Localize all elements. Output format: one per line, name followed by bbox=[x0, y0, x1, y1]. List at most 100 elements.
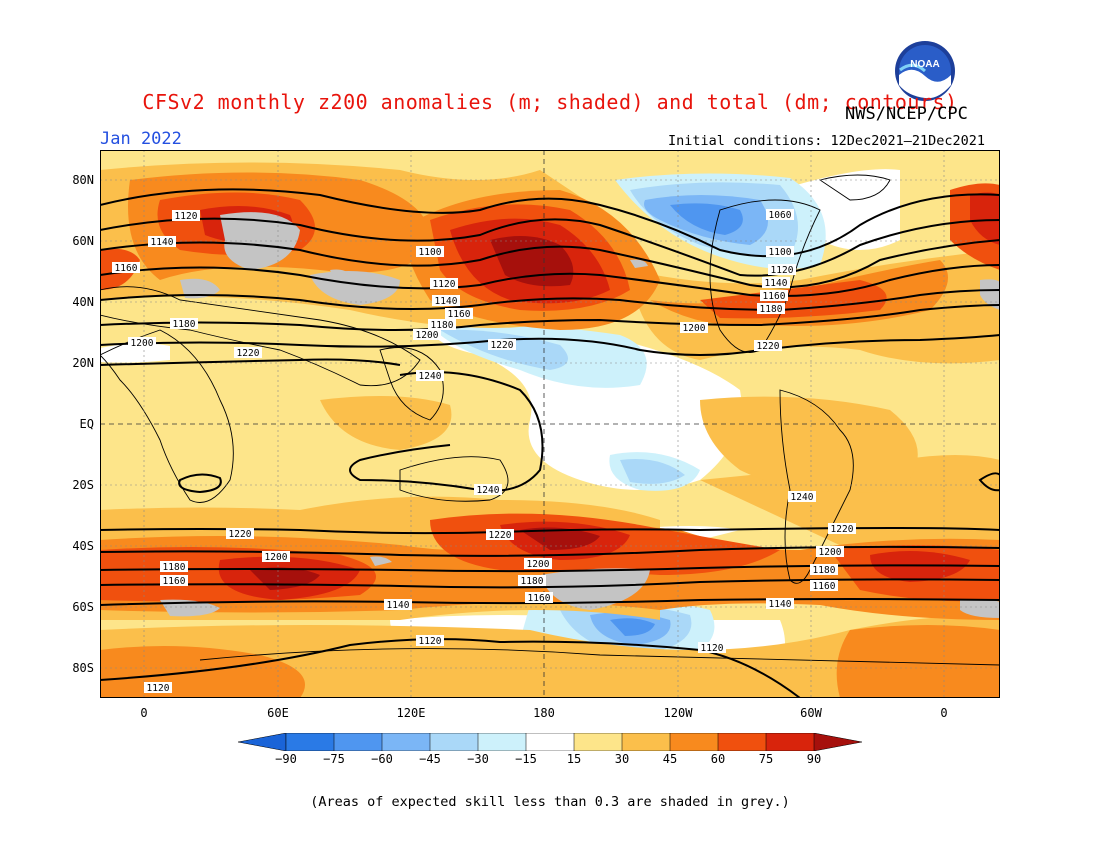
colorbar-swatch bbox=[285, 732, 335, 752]
svg-text:1180: 1180 bbox=[760, 304, 783, 315]
contour-label-1060: 1060 bbox=[766, 209, 794, 221]
svg-text:1180: 1180 bbox=[813, 565, 836, 576]
colorbar-swatch bbox=[429, 732, 479, 752]
colorbar-tick-label: −60 bbox=[371, 752, 393, 766]
colorbar-swatch bbox=[813, 732, 863, 752]
svg-text:1220: 1220 bbox=[229, 529, 252, 540]
svg-text:1120: 1120 bbox=[701, 643, 724, 654]
contour-label-1160-b: 1160 bbox=[445, 308, 473, 320]
colorbar-swatch bbox=[381, 732, 431, 752]
contour-label-1200-c: 1200 bbox=[680, 322, 708, 334]
contour-label-1140-a: 1140 bbox=[148, 236, 176, 248]
colorbar-tick-label: −30 bbox=[467, 752, 489, 766]
graticule bbox=[100, 150, 1000, 698]
contour-label-1140-c: 1140 bbox=[762, 277, 790, 289]
svg-text:1140: 1140 bbox=[765, 278, 788, 289]
contour-label-1240-b: 1240 bbox=[474, 484, 502, 496]
colorbar-tick-label: 30 bbox=[614, 752, 630, 766]
contour-label-1140-b: 1140 bbox=[432, 295, 460, 307]
colorbar-tick-label: −45 bbox=[419, 752, 441, 766]
svg-text:NOAA: NOAA bbox=[910, 59, 939, 70]
contour-label-1120-b: 1120 bbox=[430, 278, 458, 290]
contour-label-1180-a: 1180 bbox=[170, 318, 198, 330]
svg-text:1060: 1060 bbox=[769, 210, 792, 221]
svg-text:1120: 1120 bbox=[771, 265, 794, 276]
contour-label-1120-e: 1120 bbox=[144, 682, 172, 694]
contour-label-1160-a: 1160 bbox=[112, 262, 140, 274]
svg-text:1220: 1220 bbox=[489, 530, 512, 541]
svg-text:1140: 1140 bbox=[435, 296, 458, 307]
lat-label-20n: 20N bbox=[72, 356, 94, 370]
contour-label-1160-e: 1160 bbox=[525, 592, 553, 604]
svg-text:1160: 1160 bbox=[163, 576, 186, 587]
contour-label-1180-b: 1180 bbox=[428, 319, 456, 331]
colorbar-swatch bbox=[333, 732, 383, 752]
contour-label-1200-a: 1200 bbox=[128, 337, 156, 349]
svg-text:1160: 1160 bbox=[763, 291, 786, 302]
svg-text:1100: 1100 bbox=[419, 247, 442, 258]
agency-label: NWS/NCEP/CPC bbox=[845, 104, 968, 124]
contour-label-1220-a: 1220 bbox=[234, 347, 262, 359]
contour-label-1220-f: 1220 bbox=[828, 523, 856, 535]
contour-label-1140-d: 1140 bbox=[384, 599, 412, 611]
svg-text:1200: 1200 bbox=[819, 547, 842, 558]
lat-label-40n: 40N bbox=[72, 295, 94, 309]
contour-label-1220-b: 1220 bbox=[488, 339, 516, 351]
svg-text:1200: 1200 bbox=[527, 559, 550, 570]
colorbar-tick-label: 75 bbox=[758, 752, 774, 766]
svg-text:1220: 1220 bbox=[757, 341, 780, 352]
svg-text:1160: 1160 bbox=[115, 263, 138, 274]
lat-label-60s: 60S bbox=[72, 600, 94, 614]
contour-label-1120-a: 1120 bbox=[172, 210, 200, 222]
colorbar-swatch bbox=[477, 732, 527, 752]
svg-text:1120: 1120 bbox=[433, 279, 456, 290]
contour-label-1180-d: 1180 bbox=[160, 561, 188, 573]
contour-label-1120-c: 1120 bbox=[768, 264, 796, 276]
colorbar-swatch bbox=[717, 732, 767, 752]
svg-text:1200: 1200 bbox=[683, 323, 706, 334]
contour-label-1200-d: 1200 bbox=[262, 551, 290, 563]
lat-label-20s: 20S bbox=[72, 478, 94, 492]
lon-label-60e: 60E bbox=[267, 706, 289, 720]
contour-label-1220-c: 1220 bbox=[754, 340, 782, 352]
anomaly-map: 1120 1140 1160 1180 1200 1220 1100 1120 … bbox=[100, 150, 1000, 698]
svg-text:1180: 1180 bbox=[521, 576, 544, 587]
lat-label-eq: EQ bbox=[79, 417, 94, 431]
svg-text:1160: 1160 bbox=[813, 581, 836, 592]
colorbar-swatch bbox=[573, 732, 623, 752]
colorbar-tick-label: −75 bbox=[323, 752, 345, 766]
contour-label-1200-b: 1200 bbox=[413, 329, 441, 341]
svg-text:1160: 1160 bbox=[528, 593, 551, 604]
contour-label-1160-d: 1160 bbox=[160, 575, 188, 587]
contour-label-1200-e: 1200 bbox=[524, 558, 552, 570]
lon-label-180: 180 bbox=[533, 706, 555, 720]
lat-label-40s: 40S bbox=[72, 539, 94, 553]
contour-label-1120-f: 1120 bbox=[698, 642, 726, 654]
svg-text:1220: 1220 bbox=[491, 340, 514, 351]
svg-text:1140: 1140 bbox=[769, 599, 792, 610]
contour-label-1120-d: 1120 bbox=[416, 635, 444, 647]
svg-text:1180: 1180 bbox=[163, 562, 186, 573]
colorbar-tick-label: 45 bbox=[662, 752, 678, 766]
colorbar-tick-label: 15 bbox=[566, 752, 582, 766]
svg-text:1240: 1240 bbox=[791, 492, 814, 503]
contour-label-1160-c: 1160 bbox=[760, 290, 788, 302]
svg-text:1140: 1140 bbox=[151, 237, 174, 248]
colorbar-tick-label: −90 bbox=[275, 752, 297, 766]
contour-value-labels: 1120 1140 1160 1180 1200 1220 1100 1120 … bbox=[112, 209, 856, 694]
lon-label-120e: 120E bbox=[396, 706, 426, 720]
contour-label-1200-f: 1200 bbox=[816, 546, 844, 558]
negative-anomaly-deep bbox=[610, 203, 743, 636]
svg-text:1180: 1180 bbox=[431, 320, 454, 331]
svg-text:1240: 1240 bbox=[477, 485, 500, 496]
contour-label-1240-c: 1240 bbox=[788, 491, 816, 503]
contour-label-1220-e: 1220 bbox=[486, 529, 514, 541]
colorbar-tick-label: 90 bbox=[806, 752, 822, 766]
lat-label-60n: 60N bbox=[72, 234, 94, 248]
lat-label-80s: 80S bbox=[72, 661, 94, 675]
lat-label-80n: 80N bbox=[72, 173, 94, 187]
equator-and-dateline bbox=[100, 150, 1000, 698]
contour-label-1100-a: 1100 bbox=[416, 246, 444, 258]
svg-text:1200: 1200 bbox=[265, 552, 288, 563]
svg-text:1200: 1200 bbox=[131, 338, 154, 349]
